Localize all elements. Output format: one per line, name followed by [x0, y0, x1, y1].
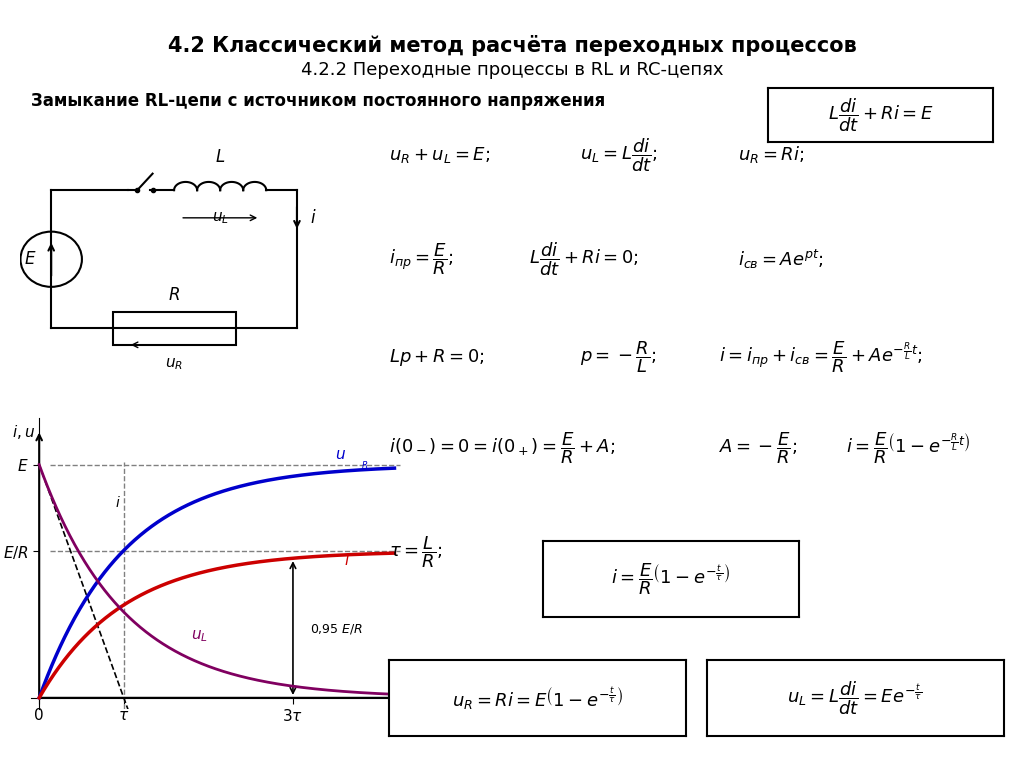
Text: $i$: $i$	[344, 551, 350, 568]
Text: 4.2.2 Переходные процессы в RL и RC-цепях: 4.2.2 Переходные процессы в RL и RC-цепя…	[301, 61, 723, 79]
Text: $p = -\dfrac{R}{L};$: $p = -\dfrac{R}{L};$	[580, 339, 656, 375]
Text: $i = \dfrac{E}{R}\left(1 - e^{-\frac{R}{L}t}\right)$: $i = \dfrac{E}{R}\left(1 - e^{-\frac{R}{…	[846, 430, 971, 466]
Text: $t$: $t$	[412, 699, 420, 715]
Text: $u_L = L\dfrac{di}{dt};$: $u_L = L\dfrac{di}{dt};$	[580, 136, 657, 174]
Text: $i$: $i$	[116, 495, 121, 509]
Text: L: L	[215, 148, 225, 166]
Text: $i = i_{пр} + i_{св} = \dfrac{E}{R} + Ae^{-\frac{R}{L}t};$: $i = i_{пр} + i_{св} = \dfrac{E}{R} + Ae…	[719, 339, 923, 375]
Text: $u_R = Ri;$: $u_R = Ri;$	[738, 144, 805, 166]
Text: $L\dfrac{di}{dt} + Ri = 0;$: $L\dfrac{di}{dt} + Ri = 0;$	[528, 240, 639, 278]
Text: $L\dfrac{di}{dt} + Ri = E$: $L\dfrac{di}{dt} + Ri = E$	[827, 96, 934, 134]
FancyBboxPatch shape	[113, 311, 236, 345]
Text: R: R	[168, 286, 180, 304]
Text: Замыкание RL-цепи с источником постоянного напряжения: Замыкание RL-цепи с источником постоянно…	[31, 92, 605, 110]
Text: $i_{св} = Ae^{pt};$: $i_{св} = Ae^{pt};$	[738, 248, 824, 271]
Text: $i_{пр} = \dfrac{E}{R};$: $i_{пр} = \dfrac{E}{R};$	[389, 242, 454, 277]
Text: $u$: $u$	[335, 447, 346, 462]
Text: $_R$: $_R$	[360, 458, 368, 471]
Text: $u_R = Ri = E\left(1 - e^{-\frac{t}{\tau}}\right)$: $u_R = Ri = E\left(1 - e^{-\frac{t}{\tau…	[453, 685, 623, 711]
Text: $u_L$: $u_L$	[212, 210, 228, 225]
Text: $A = -\dfrac{E}{R};$: $A = -\dfrac{E}{R};$	[719, 430, 798, 466]
Text: $u_R + u_L = E;$: $u_R + u_L = E;$	[389, 145, 490, 165]
Text: $Lp + R = 0;$: $Lp + R = 0;$	[389, 347, 484, 367]
Text: $i(0_-) = 0 = i(0_+) = \dfrac{E}{R} + A;$: $i(0_-) = 0 = i(0_+) = \dfrac{E}{R} + A;…	[389, 430, 615, 466]
Text: $u_R$: $u_R$	[165, 357, 183, 372]
Text: $i, u$: $i, u$	[12, 423, 36, 441]
Text: $u_L = L\dfrac{di}{dt} = Ee^{-\frac{t}{\tau}}$: $u_L = L\dfrac{di}{dt} = Ee^{-\frac{t}{\…	[787, 679, 923, 717]
Text: $u_L$: $u_L$	[191, 628, 209, 644]
Text: 4.2 Классический метод расчёта переходных процессов: 4.2 Классический метод расчёта переходны…	[168, 35, 856, 55]
Text: E: E	[25, 250, 35, 268]
Text: $i = \dfrac{E}{R}\left(1 - e^{-\frac{t}{\tau}}\right)$: $i = \dfrac{E}{R}\left(1 - e^{-\frac{t}{…	[611, 561, 730, 597]
Text: $0{,}95\ E/R$: $0{,}95\ E/R$	[310, 622, 364, 636]
Text: $\tau = \dfrac{L}{R};$: $\tau = \dfrac{L}{R};$	[389, 535, 442, 571]
Text: i: i	[310, 209, 314, 227]
